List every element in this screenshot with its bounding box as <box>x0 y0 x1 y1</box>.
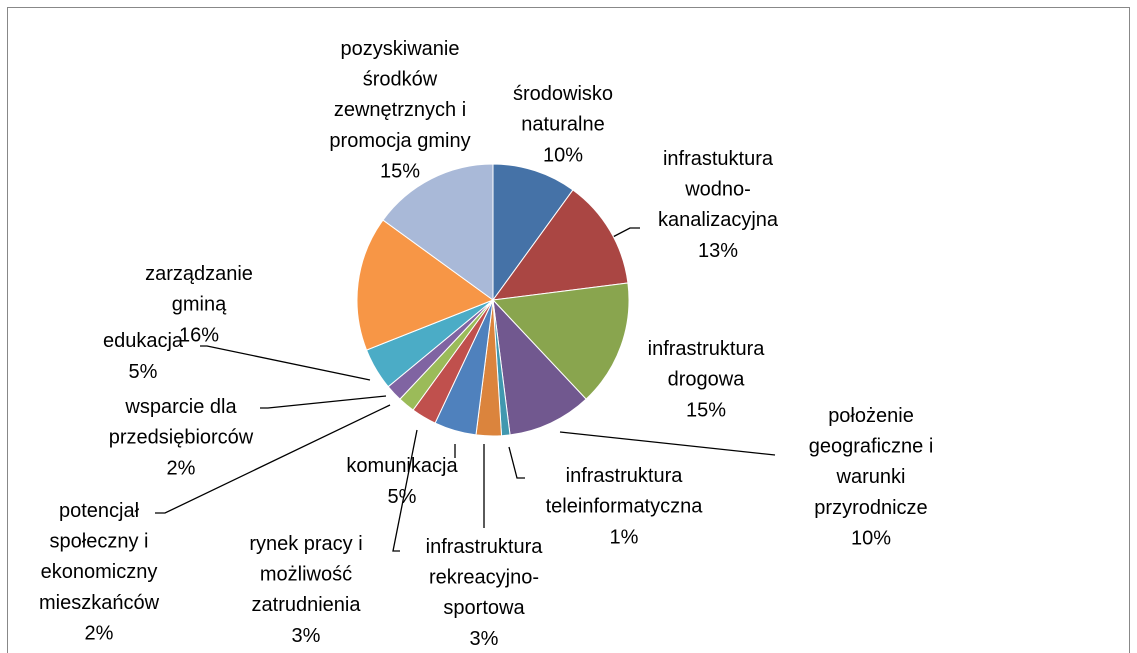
label-line: potencjał <box>59 500 140 522</box>
label-line: promocja gminy <box>329 130 470 152</box>
slice-label: pozyskiwanie środków zewnętrznych i promocj… <box>329 38 470 152</box>
slice-value-label: 5% <box>388 486 417 508</box>
slice-value-label: 2% <box>85 623 114 645</box>
label-line: mieszkańców <box>39 592 160 614</box>
label-line: możliwość <box>260 564 352 586</box>
label-line: gminą <box>172 294 227 316</box>
label-line: wodno- <box>684 179 751 201</box>
slice-label: edukacja <box>103 330 184 352</box>
label-line: drogowa <box>668 369 746 391</box>
pie-slice <box>491 189 629 301</box>
label-line: pozyskiwanie <box>341 38 460 60</box>
label-line: ekonomiczny <box>41 561 158 583</box>
label-line: przedsiębiorców <box>109 427 254 449</box>
leader-lines <box>155 227 776 552</box>
slice-label: infrastruktura teleinformatyczna <box>546 465 704 518</box>
slice-value-label: 10% <box>851 528 891 550</box>
pie-slice <box>356 219 495 351</box>
leader-line <box>155 404 391 514</box>
slice-value-label: 13% <box>698 240 738 262</box>
label-line: infrastuktura <box>663 148 774 170</box>
pie-slice <box>492 163 574 302</box>
leader-line <box>200 345 371 381</box>
slice-label: infrastuktura wodno-kanalizacyjna <box>658 148 779 231</box>
label-line: kanalizacyjna <box>658 209 779 231</box>
slice-value-label: 10% <box>543 144 583 166</box>
label-line: infrastruktura <box>566 465 684 487</box>
leader-line <box>392 429 418 552</box>
slice-label: rynek pracy i możliwość zatrudnienia <box>249 533 362 616</box>
label-line: warunki <box>836 466 906 488</box>
label-line: rekreacyjno- <box>429 567 539 589</box>
slice-value-label: 15% <box>686 399 726 421</box>
slice-label: infrastruktura drogowa <box>648 338 766 391</box>
pie-slice <box>491 282 630 400</box>
label-line: przyrodnicze <box>814 497 927 519</box>
label-line: infrastruktura <box>648 338 766 360</box>
label-line: edukacja <box>103 330 184 352</box>
pie-slice <box>382 163 494 301</box>
slice-value-label: 15% <box>380 161 420 183</box>
label-line: zatrudnienia <box>252 594 362 616</box>
leader-line <box>606 227 640 241</box>
slice-label: wsparcie dla przedsiębiorców <box>109 396 254 449</box>
slice-label: środowisko naturalne <box>513 83 613 136</box>
leader-line <box>559 431 776 456</box>
label-line: środowisko <box>513 83 613 105</box>
label-line: wsparcie dla <box>124 396 237 418</box>
pie-slice <box>492 298 587 436</box>
leader-line <box>508 446 525 479</box>
pie <box>356 163 630 437</box>
label-line: położenie <box>828 405 914 427</box>
label-line: geograficzne i <box>809 436 934 458</box>
leader-line <box>260 395 387 409</box>
slice-label: komunikacja <box>346 455 458 477</box>
label-line: infrastruktura <box>426 536 544 558</box>
label-line: naturalne <box>521 114 604 136</box>
slice-label: potencjał społeczny i ekonomiczny mieszkańc… <box>39 500 160 614</box>
label-line: teleinformatyczna <box>546 496 704 518</box>
label-line: komunikacja <box>346 455 458 477</box>
slice-value-label: 16% <box>179 324 219 346</box>
label-line: zarządzanie <box>145 263 253 285</box>
label-line: rynek pracy i <box>249 533 362 555</box>
slice-value-label: 5% <box>129 361 158 383</box>
slice-label: położenie geograficzne i warunki przyrodnic… <box>809 405 934 519</box>
label-line: sportowa <box>443 597 525 619</box>
slice-label: zarządzanie gminą <box>145 263 253 316</box>
slice-label: infrastruktura rekreacyjno-sportowa <box>426 536 544 619</box>
label-line: środków <box>363 69 438 91</box>
slice-value-label: 2% <box>167 457 196 479</box>
slice-value-label: 3% <box>292 625 321 647</box>
label-line: zewnętrznych i <box>334 99 466 121</box>
label-line: społeczny i <box>50 531 149 553</box>
slice-value-label: 1% <box>610 526 639 548</box>
slice-value-label: 3% <box>470 628 499 650</box>
